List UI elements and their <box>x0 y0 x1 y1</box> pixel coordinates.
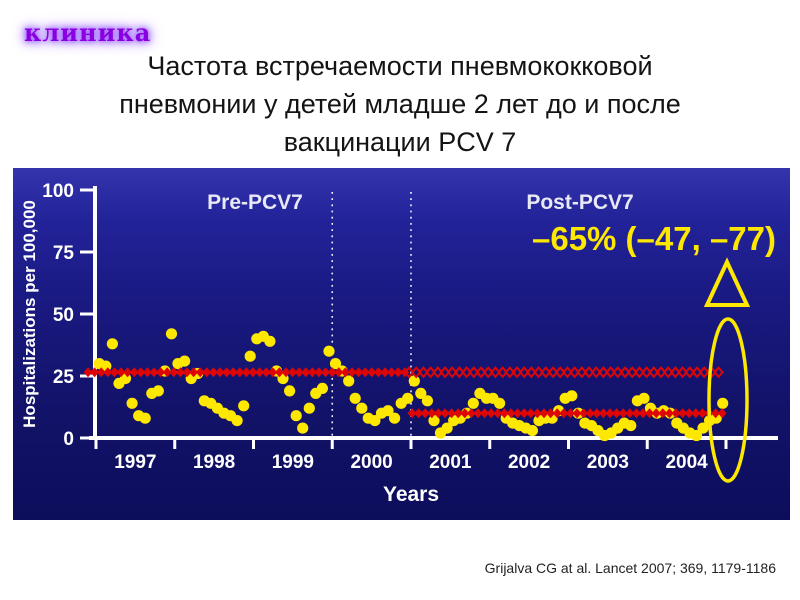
year-label: 2002 <box>508 452 550 473</box>
title-line-1: Частота встречаемости пневмококковой <box>147 51 653 81</box>
data-point <box>126 397 138 409</box>
data-point <box>638 392 650 404</box>
projected-pre-trend-line <box>403 366 724 379</box>
title-line-2: пневмонии у детей младше 2 лет до и посл… <box>119 89 681 119</box>
year-label: 1998 <box>193 452 235 473</box>
year-label: 2003 <box>587 452 629 473</box>
data-point <box>329 358 342 370</box>
data-point <box>323 345 335 357</box>
data-point <box>402 392 414 404</box>
data-point <box>231 415 243 427</box>
data-point <box>494 397 506 409</box>
data-point <box>697 422 709 434</box>
data-point <box>179 355 191 367</box>
chart-svg: 0 25 50 75 100 1997 1998 1999 2000 2001 2002 2003 20… <box>20 181 778 506</box>
data-point <box>415 387 427 399</box>
delta-triangle-icon <box>703 257 751 307</box>
y-tick-label: 0 <box>63 429 74 450</box>
clinic-logo: клиника <box>24 18 152 47</box>
data-point <box>264 335 276 347</box>
year-label: 2004 <box>665 452 708 473</box>
data-point <box>343 375 355 387</box>
data-point <box>106 338 118 350</box>
title-line-3: вакцинации PCV 7 <box>283 127 517 157</box>
data-point <box>717 397 729 409</box>
y-tick-label: 100 <box>42 181 74 202</box>
data-point <box>316 382 328 394</box>
year-label: 2000 <box>350 452 392 473</box>
data-point <box>421 395 433 407</box>
data-point <box>389 412 401 424</box>
data-point <box>152 385 164 397</box>
pre-pcv7-label: Pre-PCV7 <box>207 191 303 214</box>
data-point <box>284 385 296 397</box>
y-tick-label: 25 <box>53 367 75 388</box>
data-point <box>369 415 381 427</box>
slide-title: Частота встречаемости пневмококковой пне… <box>0 47 800 161</box>
year-label: 1997 <box>114 452 156 473</box>
data-point <box>625 420 637 432</box>
data-point <box>441 422 453 434</box>
data-points <box>93 328 729 442</box>
data-point <box>165 328 178 340</box>
data-point <box>467 397 479 409</box>
data-point <box>428 415 440 427</box>
axes: 0 25 50 75 100 1997 1998 1999 2000 2001 2002 2003 20… <box>20 181 778 506</box>
chart-panel: 0 25 50 75 100 1997 1998 1999 2000 2001 2002 2003 20… <box>13 168 790 520</box>
data-point <box>290 410 302 422</box>
reduction-annotation: –65% (–47, –77) <box>532 220 776 257</box>
year-label: 1999 <box>272 452 314 473</box>
data-point <box>297 422 309 434</box>
y-axis-title: Hospitalizations per 100,000 <box>20 200 39 428</box>
pre-trend-line <box>83 367 410 378</box>
x-axis-title: Years <box>383 483 439 506</box>
y-tick-label: 75 <box>53 243 75 264</box>
data-point <box>566 390 578 402</box>
data-point <box>139 412 151 424</box>
data-point <box>356 402 368 414</box>
data-point <box>690 429 703 442</box>
data-point <box>244 350 256 362</box>
data-point <box>238 400 250 412</box>
data-point <box>349 392 361 404</box>
data-point <box>526 425 539 437</box>
data-point <box>303 402 315 414</box>
y-tick-label: 50 <box>53 305 74 326</box>
year-label: 2001 <box>429 452 472 473</box>
data-point <box>382 405 394 417</box>
post-trend-line <box>407 408 727 419</box>
citation: Grijalva CG at al. Lancet 2007; 369, 117… <box>484 560 776 576</box>
highlight-ellipse-icon <box>707 317 749 483</box>
data-point <box>408 375 420 387</box>
post-pcv7-label: Post-PCV7 <box>526 191 633 214</box>
